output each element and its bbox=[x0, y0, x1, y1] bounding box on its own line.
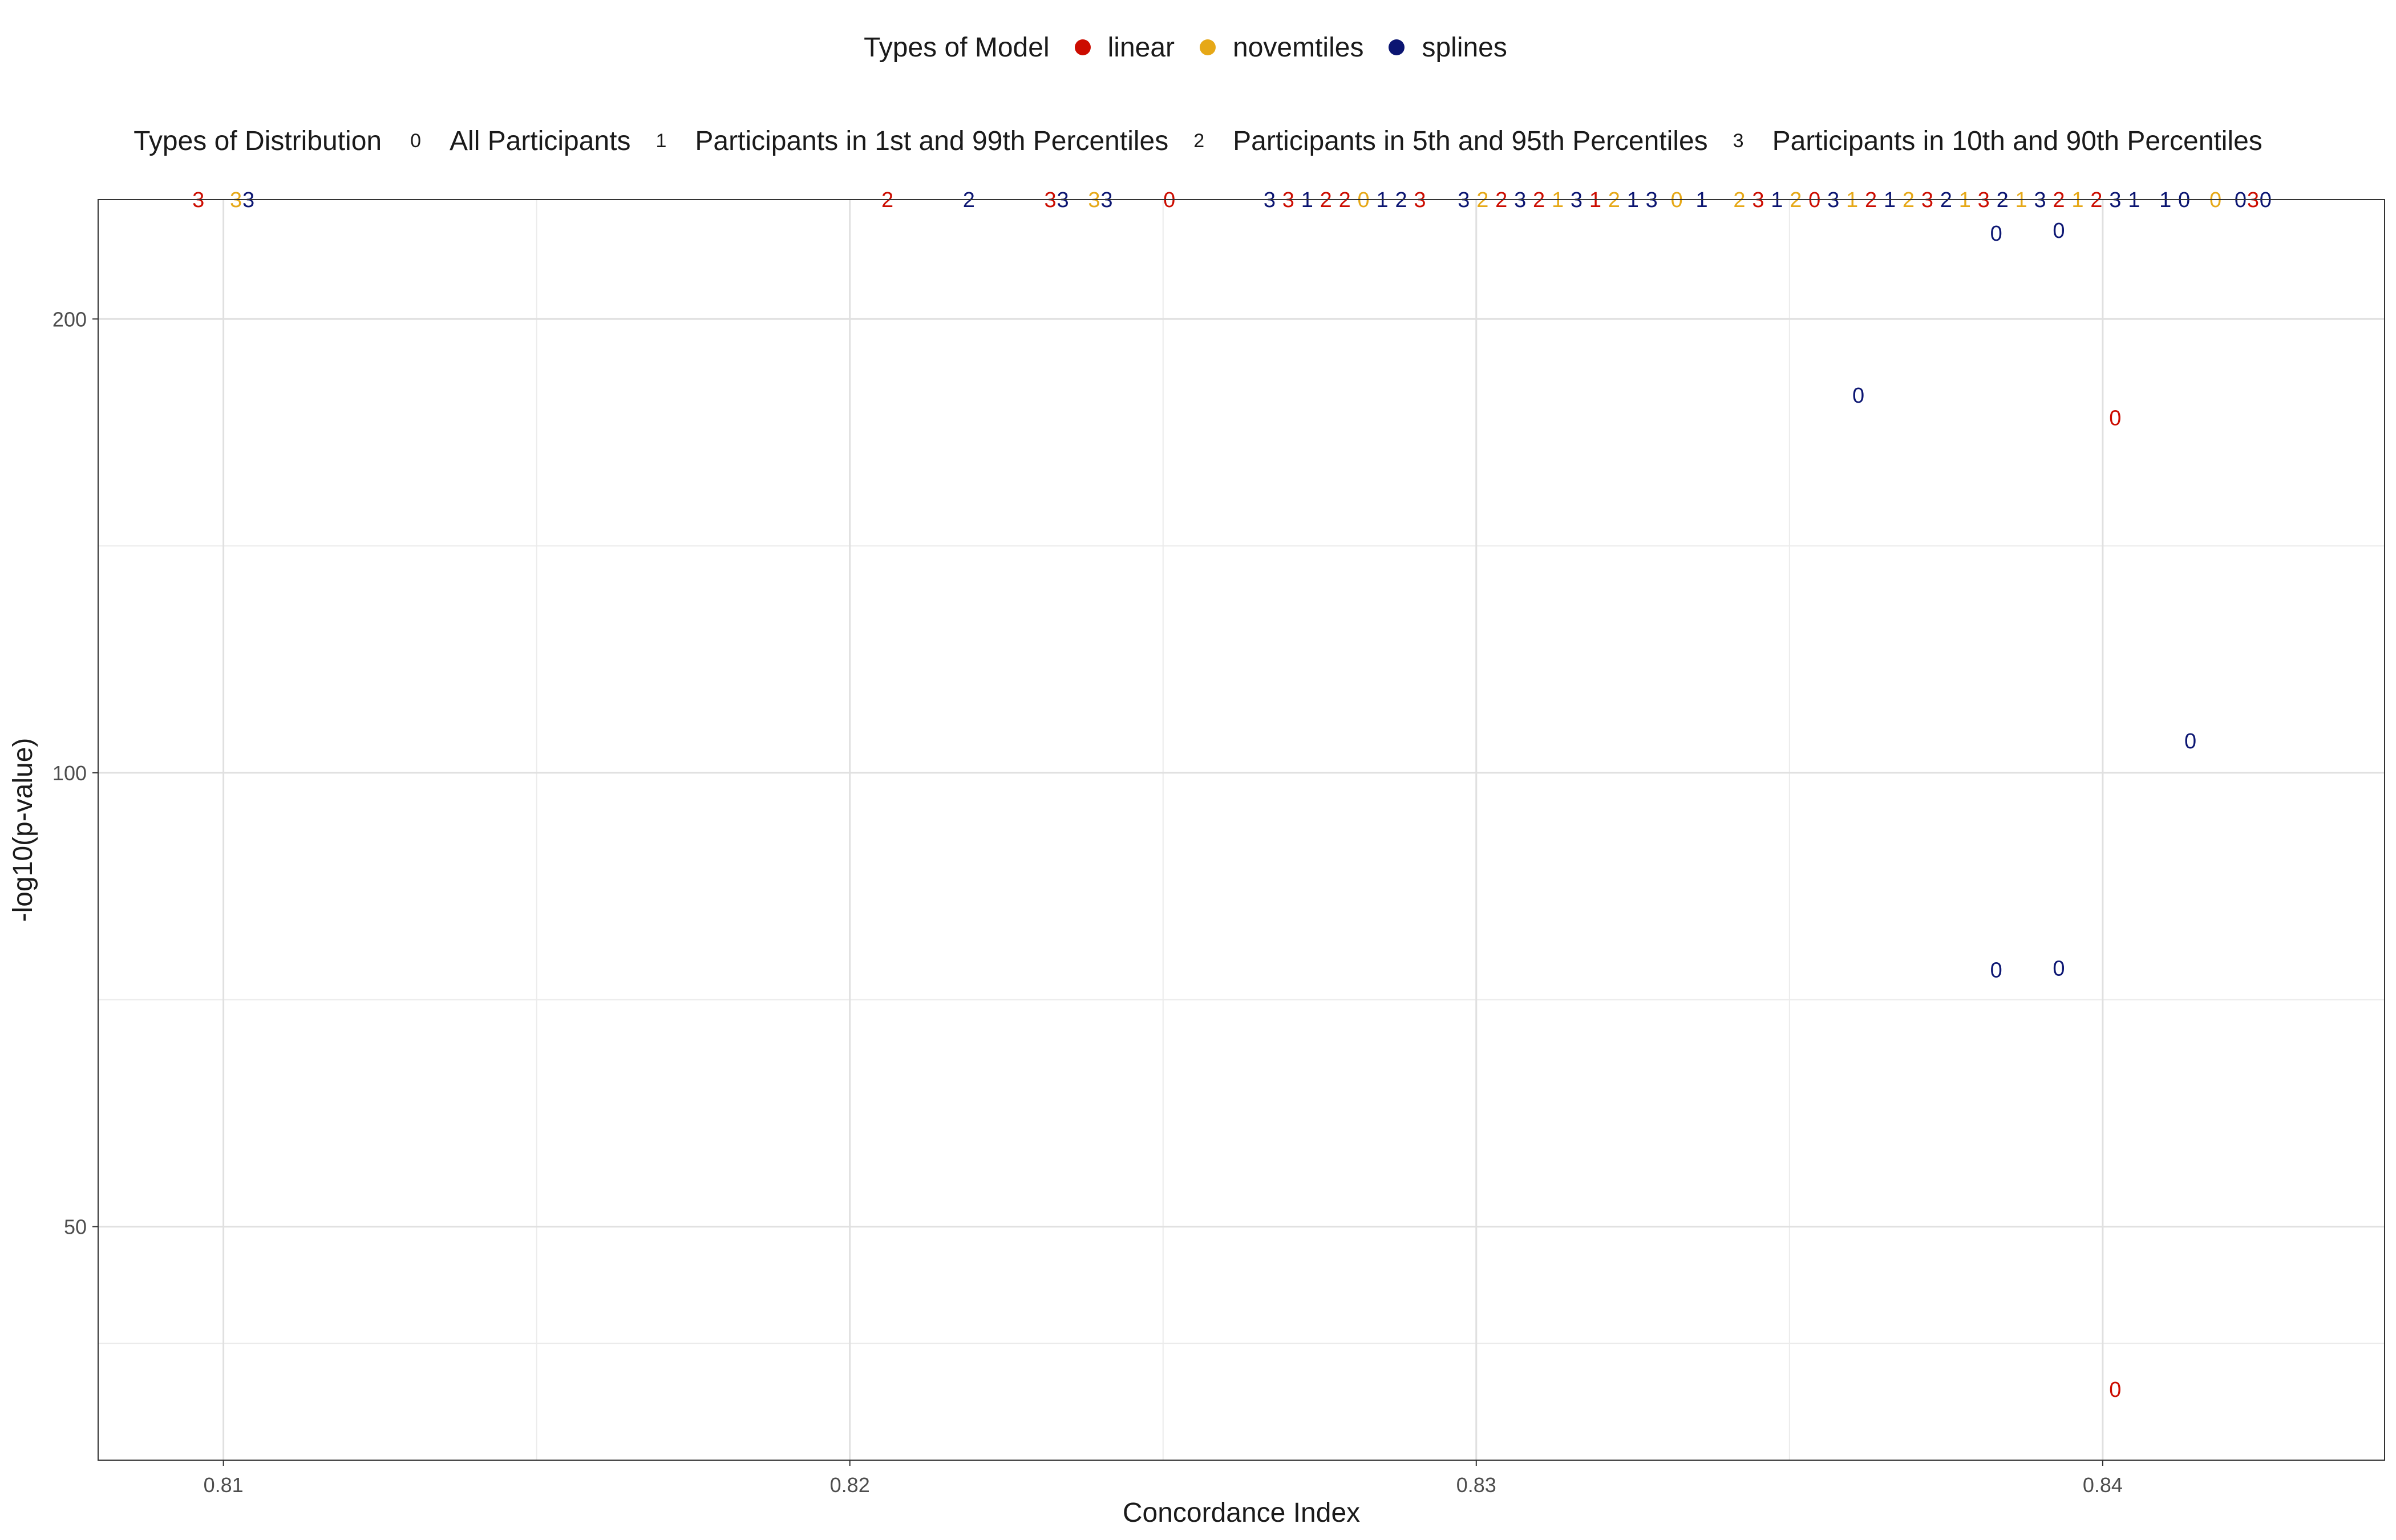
legend-item-dist-1: 1 Participants in 1st and 99th Percentil… bbox=[655, 125, 1168, 157]
legend-dot-novemtiles-icon bbox=[1200, 39, 1216, 55]
y-tick-label: 200 bbox=[52, 307, 87, 331]
legend-dot-linear-icon bbox=[1074, 39, 1091, 55]
legend-label-dist-2: Participants in 5th and 95th Percentiles bbox=[1233, 125, 1708, 156]
legend-key-dist-3: 3 bbox=[1733, 129, 1744, 152]
legend-label-novemtiles: novemtiles bbox=[1233, 32, 1364, 63]
legend-item-linear: linear bbox=[1074, 32, 1175, 63]
y-axis-label: -log10(p-value) bbox=[8, 738, 38, 922]
legend-label-dist-1: Participants in 1st and 99th Percentiles bbox=[695, 125, 1169, 156]
legend-item-splines: splines bbox=[1389, 32, 1507, 63]
legend-label-dist-3: Participants in 10th and 90th Percentile… bbox=[1772, 125, 2263, 156]
data-point-splines: 0 bbox=[1990, 222, 2002, 246]
data-point-splines: 0 bbox=[1852, 384, 1864, 408]
axis-layer: 0.81 0.82 0.83 0.84 50 100 200 bbox=[52, 307, 2123, 1497]
legend-key-dist-0: 0 bbox=[410, 129, 422, 152]
x-tick-label: 0.81 bbox=[204, 1473, 244, 1497]
legend-item-dist-2: 2 Participants in 5th and 95th Percentil… bbox=[1193, 125, 1707, 157]
legend-label-dist-0: All Participants bbox=[450, 125, 631, 156]
legend-distribution: Types of Distribution 0 All Participants… bbox=[0, 121, 2396, 161]
legend-dot-splines-icon bbox=[1389, 39, 1405, 55]
y-tick-label: 50 bbox=[64, 1215, 87, 1239]
x-tick-label: 0.83 bbox=[1456, 1473, 1496, 1497]
legend-key-dist-1: 1 bbox=[655, 129, 667, 152]
y-tick-label: 100 bbox=[52, 761, 87, 785]
legend-distribution-title: Types of Distribution bbox=[133, 125, 382, 156]
x-tick-label: 0.84 bbox=[2083, 1473, 2123, 1497]
legend-item-novemtiles: novemtiles bbox=[1200, 32, 1363, 63]
legend-item-dist-0: 0 All Participants bbox=[410, 125, 630, 157]
x-tick-label: 0.82 bbox=[830, 1473, 870, 1497]
legend-label-linear: linear bbox=[1107, 32, 1175, 63]
legend-model-title: Types of Model bbox=[864, 32, 1050, 63]
data-point-splines: 0 bbox=[2184, 730, 2196, 753]
data-point-splines: 0 bbox=[2053, 219, 2065, 243]
data-point-linear: 0 bbox=[2109, 1378, 2121, 1402]
data-point-splines: 0 bbox=[2053, 957, 2065, 980]
legend-item-dist-3: 3 Participants in 10th and 90th Percenti… bbox=[1733, 125, 2263, 157]
plot-border bbox=[98, 199, 2385, 1461]
legend-model: Types of Model linear novemtiles splines bbox=[0, 27, 2396, 67]
x-axis-label: Concordance Index bbox=[1123, 1498, 1360, 1528]
legend-key-dist-2: 2 bbox=[1193, 129, 1205, 152]
legend-label-splines: splines bbox=[1422, 32, 1507, 63]
grid-layer bbox=[98, 200, 2385, 1460]
data-point-linear: 0 bbox=[2109, 406, 2121, 430]
data-point-splines: 0 bbox=[1990, 959, 2002, 983]
